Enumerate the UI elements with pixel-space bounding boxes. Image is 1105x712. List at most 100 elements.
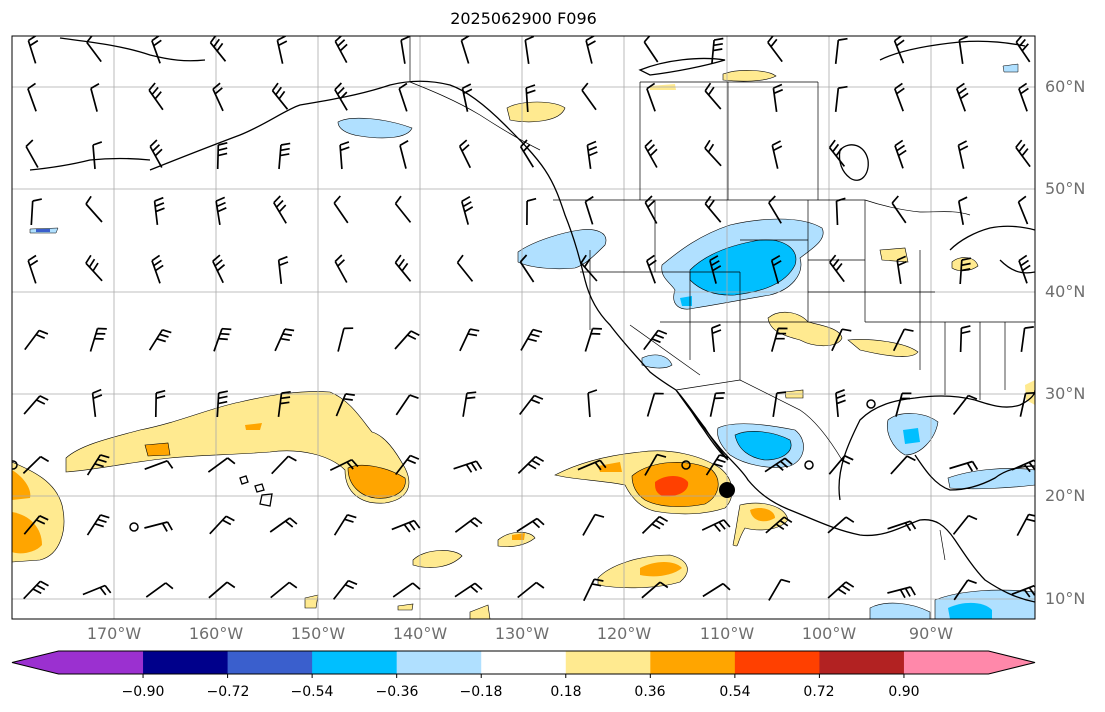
wind-barb [577, 459, 607, 471]
wind-barb [398, 82, 408, 112]
lat-label: 30°N [1045, 384, 1086, 403]
wind-barb [709, 391, 725, 417]
wind-barb [641, 581, 669, 599]
colorbar-segment [58, 651, 144, 674]
wind-barb [207, 457, 236, 473]
lon-label: 160°W [188, 624, 244, 643]
wind-barb [400, 36, 410, 64]
positive-anomaly-region [879, 247, 909, 263]
wind-barb [212, 82, 224, 112]
wind-barb [144, 521, 173, 532]
wind-barb [586, 140, 598, 170]
colorbar-outline [11, 650, 1036, 675]
wind-barb [587, 389, 598, 418]
wind-barb [334, 36, 348, 64]
marker-filled-circle [719, 482, 735, 498]
wind-barb [835, 389, 846, 417]
wind-barb [580, 254, 598, 282]
wind-barb [208, 581, 236, 599]
wind-barb [643, 36, 659, 63]
positive-anomaly-core [598, 462, 622, 472]
marker-open-circle [129, 522, 139, 532]
wind-barb [339, 141, 350, 170]
colorbar-tick-label: 0.54 [719, 684, 751, 700]
wind-barb [454, 517, 483, 533]
wind-barb [271, 455, 297, 475]
colorbar-extend-low [12, 651, 59, 674]
lon-label: 120°W [596, 624, 652, 643]
wind-barb [894, 139, 907, 169]
colorbar-tick-label: 0.36 [634, 684, 666, 700]
wind-barb [1015, 139, 1031, 168]
lat-label: 50°N [1045, 179, 1086, 198]
wind-barb [771, 140, 783, 169]
wind-barb [395, 454, 420, 476]
wind-barb [1020, 326, 1034, 353]
map-title: 2025062900 F096 [450, 9, 597, 28]
wind-barb [893, 36, 905, 64]
wind-barb [27, 254, 39, 284]
colorbar-segment [565, 651, 651, 674]
wind-barb [644, 139, 658, 168]
markers [12, 399, 876, 532]
wind-barb [335, 393, 355, 417]
wind-barb [394, 330, 420, 350]
wind-barb [276, 36, 288, 64]
gridlines [12, 36, 1035, 619]
wind-barb [92, 141, 103, 170]
wind-barb [520, 328, 543, 351]
colorbar-tick-label: −0.90 [121, 684, 165, 700]
colorbar-segment [481, 651, 567, 674]
wind-barb [705, 454, 729, 476]
wind-barb [831, 328, 852, 352]
colorbar-tick-label: 0.72 [803, 684, 835, 700]
wind-barb [271, 82, 289, 110]
wind-barb [86, 36, 102, 63]
wind-barb [332, 579, 358, 600]
positive-anomaly-core [144, 442, 171, 457]
wind-barb [584, 195, 594, 225]
colorbar-tick-label: −0.72 [206, 684, 250, 700]
wind-barb [334, 82, 348, 111]
positive-anomaly-region [412, 550, 463, 568]
wind-barb [952, 514, 978, 535]
wind-barb [517, 581, 545, 599]
colorbar-tick-label: −0.54 [290, 684, 334, 700]
political-borders [409, 36, 1035, 561]
wind-barb [704, 195, 722, 223]
wind-barb [516, 517, 545, 533]
wind-barb [25, 139, 39, 168]
wind-barb [768, 195, 782, 224]
wind-barb [1019, 391, 1035, 417]
wind-barb [89, 327, 107, 352]
wind-barb [273, 195, 287, 224]
wind-barb [399, 140, 409, 169]
wind-barb [770, 254, 782, 284]
wind-barb [827, 581, 855, 599]
wind-barb [216, 390, 228, 418]
colorbar [11, 650, 1036, 678]
wind-barb [582, 513, 605, 536]
lon-label: 100°W [801, 624, 857, 643]
marker-open-circle [866, 399, 876, 409]
wind-barb [834, 85, 848, 112]
wind-barb [887, 520, 917, 532]
wind-barb [86, 454, 110, 476]
wind-barb [526, 197, 537, 226]
wind-barb [519, 394, 544, 416]
wind-barb [456, 254, 474, 282]
wind-barb [890, 455, 916, 475]
wind-barb [391, 519, 421, 533]
colorbar-segment [312, 651, 398, 674]
positive-anomaly-region [469, 604, 491, 619]
wind-barb [892, 328, 914, 352]
wind-barb [519, 254, 535, 283]
wind-barbs [22, 36, 1035, 602]
wind-barb [829, 254, 845, 283]
wind-barb [395, 394, 419, 416]
negative-anomaly-region [641, 354, 673, 369]
wind-barb [828, 455, 854, 475]
wind-barb [524, 36, 535, 65]
wind-barb [459, 328, 480, 352]
